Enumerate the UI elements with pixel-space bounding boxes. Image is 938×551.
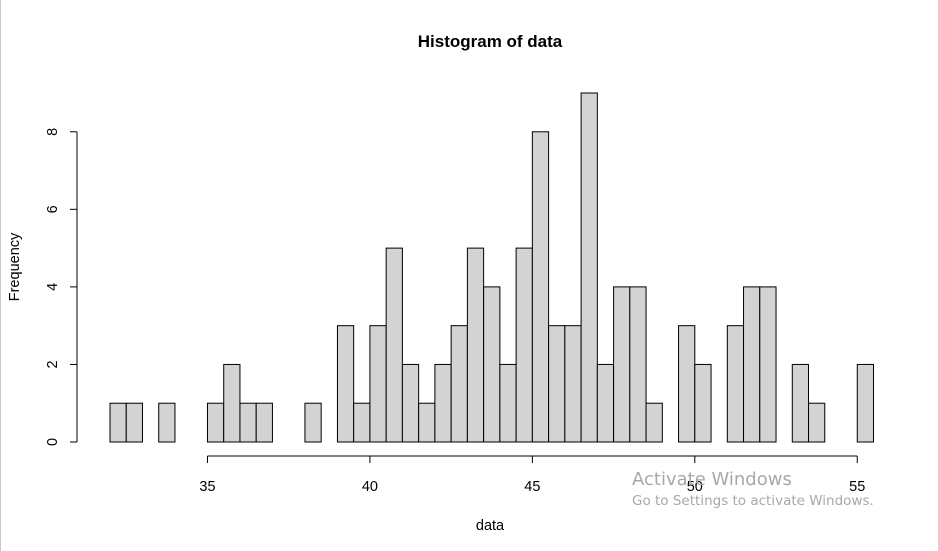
histogram-bar (759, 286, 777, 443)
histogram-bar (353, 402, 371, 443)
x-tick-label: 45 (524, 479, 540, 495)
histogram-bar (304, 402, 322, 443)
histogram-bar (336, 325, 355, 443)
histogram-bar (743, 286, 761, 443)
x-tick-label: 55 (849, 479, 865, 495)
histogram-bar (125, 402, 143, 443)
histogram-bar (239, 402, 257, 443)
histogram-bar (223, 363, 241, 443)
histogram-bar (531, 131, 550, 443)
bars-group (109, 92, 875, 443)
histogram-bar (613, 286, 631, 443)
histogram-bar (466, 247, 485, 443)
histogram-bar (694, 363, 712, 443)
histogram-bar (418, 402, 436, 443)
y-tick-label: 4 (45, 283, 61, 291)
histogram-bar (499, 363, 517, 443)
y-tick-label: 2 (45, 360, 61, 368)
y-axis-label: Frequency (7, 232, 23, 301)
histogram-bar (808, 402, 826, 443)
x-axis: 35 40 45 50 55 (199, 455, 865, 495)
histogram-bar (434, 363, 452, 443)
histogram-bar (515, 247, 533, 443)
window-left-border (0, 0, 1, 551)
chart-title: Histogram of data (418, 32, 563, 51)
y-tick-label: 6 (45, 205, 61, 213)
histogram-bar (255, 402, 273, 443)
histogram-bar (596, 363, 615, 443)
histogram-bar (401, 363, 420, 443)
histogram-bar (580, 92, 598, 443)
histogram-bar (206, 402, 225, 443)
x-tick-label: 35 (199, 479, 215, 495)
histogram-bar (109, 402, 127, 443)
histogram-bar (629, 286, 647, 443)
histogram-bar (369, 325, 387, 443)
histogram-bar (158, 402, 176, 443)
histogram-bar (385, 247, 403, 443)
histogram-bar (726, 325, 745, 443)
histogram-bar (548, 325, 566, 443)
histogram-bar (678, 325, 696, 443)
histogram-bar (645, 402, 663, 443)
histogram-bar (856, 363, 875, 443)
y-tick-label: 8 (45, 128, 61, 136)
histogram-bar (791, 363, 810, 443)
x-tick-label: 50 (687, 479, 703, 495)
histogram-bar (483, 286, 501, 443)
y-tick-label: 0 (45, 438, 61, 446)
x-axis-label: data (476, 518, 505, 534)
y-axis: 0 2 4 6 8 (45, 128, 78, 446)
histogram-bar (450, 325, 468, 443)
histogram-bar (564, 325, 582, 443)
x-tick-label: 40 (362, 479, 378, 495)
